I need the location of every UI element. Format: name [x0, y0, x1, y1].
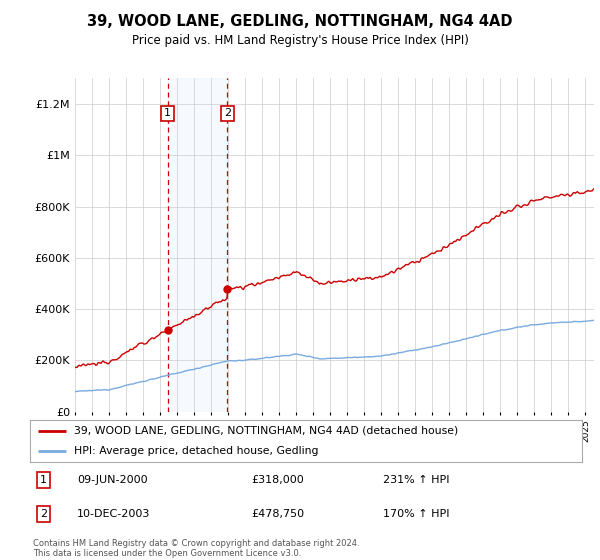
Text: £318,000: £318,000	[251, 475, 304, 485]
Text: 10-DEC-2003: 10-DEC-2003	[77, 509, 150, 519]
Text: 231% ↑ HPI: 231% ↑ HPI	[383, 475, 450, 485]
Text: 39, WOOD LANE, GEDLING, NOTTINGHAM, NG4 4AD: 39, WOOD LANE, GEDLING, NOTTINGHAM, NG4 …	[87, 14, 513, 29]
Text: £478,750: £478,750	[251, 509, 304, 519]
Text: 2: 2	[224, 109, 231, 118]
Text: Contains HM Land Registry data © Crown copyright and database right 2024.
This d: Contains HM Land Registry data © Crown c…	[33, 539, 359, 558]
Text: 170% ↑ HPI: 170% ↑ HPI	[383, 509, 450, 519]
Bar	[167, 78, 227, 412]
Text: 2: 2	[40, 509, 47, 519]
Text: HPI: Average price, detached house, Gedling: HPI: Average price, detached house, Gedl…	[74, 446, 319, 456]
Text: 1: 1	[40, 475, 47, 485]
Text: 39, WOOD LANE, GEDLING, NOTTINGHAM, NG4 4AD (detached house): 39, WOOD LANE, GEDLING, NOTTINGHAM, NG4 …	[74, 426, 458, 436]
Text: 09-JUN-2000: 09-JUN-2000	[77, 475, 148, 485]
Text: 1: 1	[164, 109, 171, 118]
Text: Price paid vs. HM Land Registry's House Price Index (HPI): Price paid vs. HM Land Registry's House …	[131, 34, 469, 46]
